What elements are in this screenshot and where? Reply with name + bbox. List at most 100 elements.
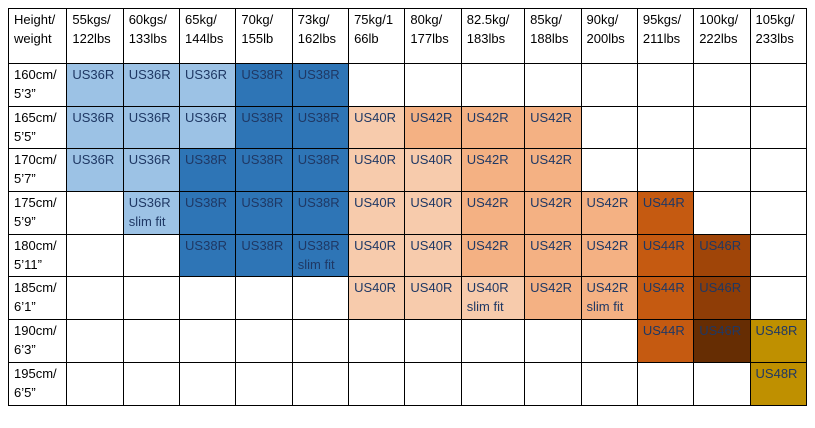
weight-column-header: 70kg/ 155lb bbox=[235, 8, 293, 64]
size-cell: US36R bbox=[122, 148, 181, 193]
empty-cell bbox=[524, 361, 582, 406]
size-cell: US48R bbox=[749, 361, 808, 406]
size-cell: US40R bbox=[404, 148, 462, 193]
size-cell: US42R bbox=[524, 105, 582, 150]
empty-cell bbox=[460, 361, 526, 406]
size-cell: US44R bbox=[636, 233, 695, 278]
empty-cell bbox=[404, 319, 462, 363]
empty-cell bbox=[460, 63, 526, 107]
size-cell: US40R slim fit bbox=[460, 276, 526, 321]
empty-cell bbox=[580, 105, 638, 150]
size-cell: US46R bbox=[693, 276, 751, 321]
size-cell: US38R slim fit bbox=[291, 233, 350, 278]
empty-cell bbox=[749, 148, 808, 193]
size-cell: US42R bbox=[524, 148, 582, 193]
size-cell: US44R bbox=[636, 319, 695, 363]
weight-column-header: 95kgs/ 211lbs bbox=[636, 8, 695, 64]
empty-cell bbox=[524, 319, 582, 363]
table-row: 190cm/ 6’3” US44R US46R US48R bbox=[7, 319, 808, 363]
weight-column-header: 55kgs/ 122lbs bbox=[66, 8, 124, 64]
size-cell: US44R bbox=[636, 191, 695, 235]
empty-cell bbox=[749, 63, 808, 107]
table-body: 160cm/ 5’3” US36R US36R US36R US38R US38R 165c… bbox=[7, 63, 808, 406]
empty-cell bbox=[580, 63, 638, 107]
height-row-label: 185cm/ 6’1” bbox=[7, 276, 68, 321]
size-cell: US36R bbox=[66, 63, 124, 107]
weight-column-header: 80kg/ 177lbs bbox=[404, 8, 462, 64]
size-cell: US46R bbox=[693, 319, 751, 363]
size-cell: US40R bbox=[348, 148, 406, 193]
empty-cell bbox=[636, 361, 695, 406]
empty-cell bbox=[66, 361, 124, 406]
empty-cell bbox=[348, 361, 406, 406]
size-cell: US38R bbox=[179, 233, 237, 278]
table-row: 175cm/ 5’9” US36R slim fit US38R US38R US38R… bbox=[7, 191, 808, 235]
weight-column-header: 65kg/ 144lbs bbox=[179, 8, 237, 64]
empty-cell bbox=[122, 319, 181, 363]
size-cell: US36R slim fit bbox=[122, 191, 181, 235]
empty-cell bbox=[693, 361, 751, 406]
empty-cell bbox=[66, 233, 124, 278]
size-cell: US38R bbox=[235, 105, 293, 150]
empty-cell bbox=[235, 276, 293, 321]
empty-cell bbox=[291, 276, 350, 321]
table-row: 165cm/ 5’5” US36R US36R US36R US38R US38R US40… bbox=[7, 105, 808, 150]
empty-cell bbox=[235, 319, 293, 363]
empty-cell bbox=[179, 319, 237, 363]
size-cell: US44R bbox=[636, 276, 695, 321]
size-cell: US36R bbox=[179, 105, 237, 150]
empty-cell bbox=[749, 233, 808, 278]
empty-cell bbox=[122, 233, 181, 278]
size-cell: US36R bbox=[179, 63, 237, 107]
empty-cell bbox=[66, 191, 124, 235]
size-cell: US38R bbox=[291, 105, 350, 150]
size-cell: US38R bbox=[235, 63, 293, 107]
size-cell: US38R bbox=[179, 148, 237, 193]
size-cell: US42R bbox=[460, 233, 526, 278]
table-row: 195cm/ 6’5” US48R bbox=[7, 361, 808, 406]
size-cell: US42R slim fit bbox=[580, 276, 638, 321]
size-cell: US40R bbox=[404, 233, 462, 278]
size-cell: US42R bbox=[404, 105, 462, 150]
size-cell: US42R bbox=[524, 276, 582, 321]
header-row: Height/ weight 55kgs/ 122lbs 60kgs/ 133lb… bbox=[7, 8, 808, 64]
size-cell: US38R bbox=[235, 233, 293, 278]
size-cell: US38R bbox=[179, 191, 237, 235]
empty-cell bbox=[291, 319, 350, 363]
size-chart-table: Height/ weight 55kgs/ 122lbs 60kgs/ 133lb… bbox=[7, 8, 808, 406]
size-cell: US42R bbox=[524, 191, 582, 235]
size-cell: US40R bbox=[404, 276, 462, 321]
size-cell: US38R bbox=[291, 191, 350, 235]
empty-cell bbox=[179, 276, 237, 321]
empty-cell bbox=[291, 361, 350, 406]
empty-cell bbox=[460, 319, 526, 363]
size-cell: US46R bbox=[693, 233, 751, 278]
table-row: 180cm/ 5’11” US38R US38R US38R slim fit US40… bbox=[7, 233, 808, 278]
empty-cell bbox=[235, 361, 293, 406]
empty-cell bbox=[122, 276, 181, 321]
empty-cell bbox=[348, 63, 406, 107]
empty-cell bbox=[580, 361, 638, 406]
height-row-label: 195cm/ 6’5” bbox=[7, 361, 68, 406]
height-row-label: 180cm/ 5’11” bbox=[7, 233, 68, 278]
empty-cell bbox=[580, 319, 638, 363]
empty-cell bbox=[693, 148, 751, 193]
size-cell: US36R bbox=[122, 105, 181, 150]
table-row: 185cm/ 6’1” US40R US40R US40R slim fit US42R… bbox=[7, 276, 808, 321]
weight-column-header: 105kg/ 233lbs bbox=[749, 8, 808, 64]
height-row-label: 165cm/ 5’5” bbox=[7, 105, 68, 150]
weight-column-header: 82.5kg/ 183lbs bbox=[460, 8, 526, 64]
table-header: Height/ weight 55kgs/ 122lbs 60kgs/ 133lb… bbox=[7, 8, 808, 64]
size-cell: US42R bbox=[524, 233, 582, 278]
table-row: 170cm/ 5’7” US36R US36R US38R US38R US38R US40… bbox=[7, 148, 808, 193]
table-row: 160cm/ 5’3” US36R US36R US36R US38R US38R bbox=[7, 63, 808, 107]
empty-cell bbox=[749, 276, 808, 321]
size-cell: US38R bbox=[291, 148, 350, 193]
weight-column-header: 90kg/ 200lbs bbox=[580, 8, 638, 64]
size-cell: US36R bbox=[66, 148, 124, 193]
empty-cell bbox=[66, 276, 124, 321]
size-cell: US40R bbox=[348, 233, 406, 278]
height-row-label: 190cm/ 6’3” bbox=[7, 319, 68, 363]
weight-column-header: 75kg/1 66lb bbox=[348, 8, 406, 64]
size-cell: US36R bbox=[66, 105, 124, 150]
